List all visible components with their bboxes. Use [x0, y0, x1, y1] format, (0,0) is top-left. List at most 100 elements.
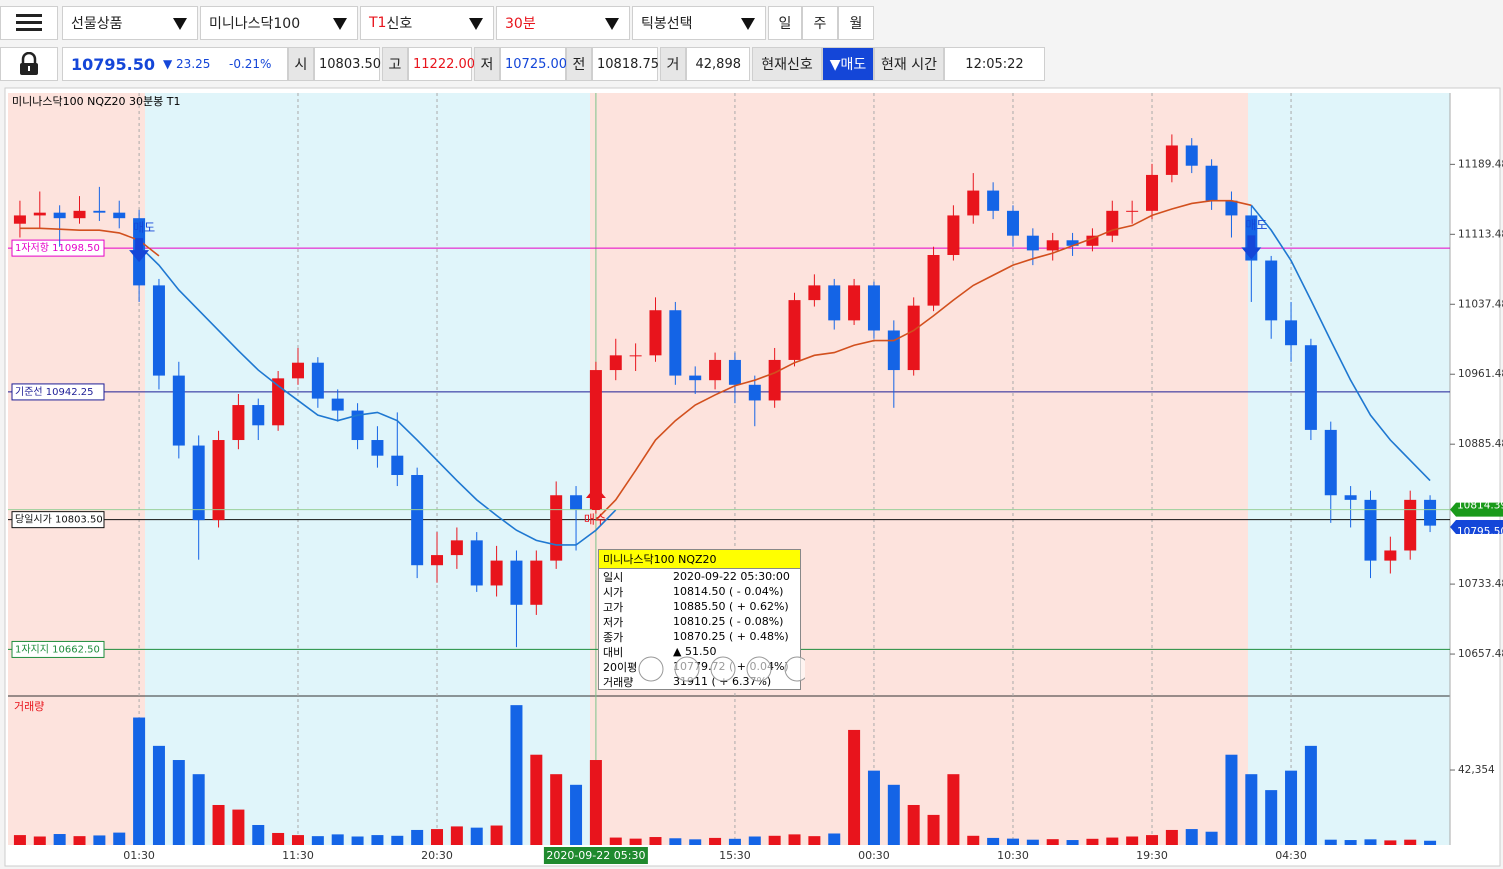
- candle-body: [1205, 165, 1218, 201]
- prev-label: 전: [566, 47, 592, 81]
- tooltip-row: 일시 2020-09-22 05:30:00: [599, 569, 800, 584]
- volume-bar: [1424, 840, 1437, 845]
- current-price: 10795.50: [71, 54, 156, 74]
- volume-bar: [1304, 745, 1317, 845]
- volume-bar: [530, 754, 543, 845]
- level-label-box: [11, 383, 105, 401]
- volume-bar: [311, 836, 324, 845]
- level-label-box: [11, 511, 105, 529]
- candle-body: [947, 215, 960, 256]
- candle-body: [1086, 235, 1099, 246]
- volume-bar: [152, 745, 165, 845]
- nav-prev[interactable]: [638, 656, 664, 682]
- candle-body: [987, 190, 1000, 211]
- volume-bar: [1404, 839, 1417, 845]
- signal-select[interactable]: T1 신호: [360, 6, 494, 40]
- volume-bar: [728, 838, 741, 845]
- candle-body: [1404, 499, 1417, 551]
- volume-bar: [1245, 774, 1258, 845]
- volume-bar: [272, 832, 285, 845]
- candle-body: [1006, 210, 1019, 236]
- candle-body: [53, 212, 66, 219]
- volume-bar: [172, 760, 185, 845]
- candle-body: [232, 405, 245, 441]
- period-month[interactable]: 월: [838, 6, 874, 40]
- period-week[interactable]: 주: [802, 6, 838, 40]
- level-label-box: [11, 239, 105, 257]
- volume-bar: [887, 784, 900, 845]
- tick-select[interactable]: 틱봉선택: [632, 6, 766, 40]
- y-tick-label: 10657.48: [1458, 648, 1503, 660]
- volume-bar: [331, 834, 344, 845]
- signal-value: ▼매도: [822, 47, 874, 81]
- volume-bar: [1185, 829, 1198, 845]
- signal-arrow: [585, 485, 606, 510]
- x-tick-label: 11:30: [282, 849, 314, 862]
- volume-value: 42,898: [686, 47, 750, 81]
- price-marker-label: 10795.50: [1457, 526, 1503, 538]
- candle-body: [1046, 240, 1059, 251]
- candle-body: [152, 285, 165, 376]
- zone-buy: [145, 93, 590, 845]
- candle-body: [887, 330, 900, 371]
- nav-move[interactable]: [746, 656, 772, 682]
- interval-select[interactable]: 30분: [496, 6, 630, 40]
- menu-button[interactable]: [0, 6, 58, 40]
- volume-bar: [1324, 839, 1337, 845]
- volume-bar: [629, 838, 642, 845]
- period-day[interactable]: 일: [768, 6, 802, 40]
- tooltip-row: 종가 10870.25 ( + 0.48%): [599, 629, 800, 644]
- volume-label: 거래량: [14, 700, 44, 713]
- lock-button[interactable]: [0, 47, 58, 81]
- volume-bar: [609, 837, 622, 845]
- candle-body: [748, 384, 761, 401]
- tooltip: 미니나스닥100 NQZ20 일시 2020-09-22 05:30:00 시가 10…: [598, 549, 805, 690]
- candle-body: [13, 215, 26, 224]
- volume-bar: [589, 760, 602, 845]
- candle-body: [788, 300, 801, 360]
- candle-body: [1304, 345, 1317, 430]
- tooltip-value: 10870.25 ( + 0.48%): [673, 630, 789, 643]
- x-tick-label: 00:30: [858, 849, 890, 862]
- tooltip-key: 고가: [603, 600, 624, 614]
- low-label: 저: [474, 47, 500, 81]
- x-tick-label: 20:30: [421, 849, 453, 862]
- zone-sell: [8, 93, 145, 845]
- nav-zoom[interactable]: [710, 656, 736, 682]
- signal-label: 현재신호: [752, 47, 822, 81]
- candle-body: [589, 370, 602, 510]
- level-label-box: [11, 640, 105, 658]
- volume-bar: [1384, 840, 1397, 845]
- y-tick-label: 11113.48: [1458, 228, 1503, 240]
- tooltip-key: 저가: [603, 615, 624, 629]
- price-marker: [1450, 520, 1503, 535]
- signal-label: 매도: [1245, 218, 1267, 232]
- product-select[interactable]: 선물상품: [62, 6, 198, 40]
- volume-bar: [987, 837, 1000, 845]
- tooltip-key: 거래량: [603, 675, 634, 689]
- volume-bar: [351, 836, 364, 845]
- level-label: 1자지지 10662.50: [15, 643, 100, 655]
- volume-bar: [510, 705, 523, 845]
- tooltip-row: 저가 10810.25 ( - 0.08%): [599, 614, 800, 629]
- candle-body: [192, 445, 205, 521]
- volume-bar: [570, 784, 583, 845]
- open-value: 10803.50: [314, 47, 381, 81]
- volume-bar: [1285, 770, 1298, 845]
- symbol-select[interactable]: 미니나스닥100: [200, 6, 358, 40]
- candle-body: [311, 362, 324, 399]
- volume-bar: [867, 770, 880, 845]
- candle-body: [1185, 145, 1198, 166]
- candle-body: [73, 210, 86, 219]
- chart-title: 미니나스닥100 NQZ20 30분봉 T1: [12, 95, 180, 108]
- nav-next[interactable]: [674, 656, 700, 682]
- candle-body: [291, 362, 304, 379]
- signal-label: 신호: [386, 16, 413, 32]
- nav-reset[interactable]: [784, 656, 805, 682]
- candle-body: [1424, 499, 1437, 526]
- candle-body: [272, 378, 285, 426]
- tooltip-key: 일시: [603, 570, 624, 584]
- price-change: ▼ 23.25: [163, 57, 211, 71]
- volume-bar: [669, 838, 682, 845]
- volume-bar: [490, 825, 503, 845]
